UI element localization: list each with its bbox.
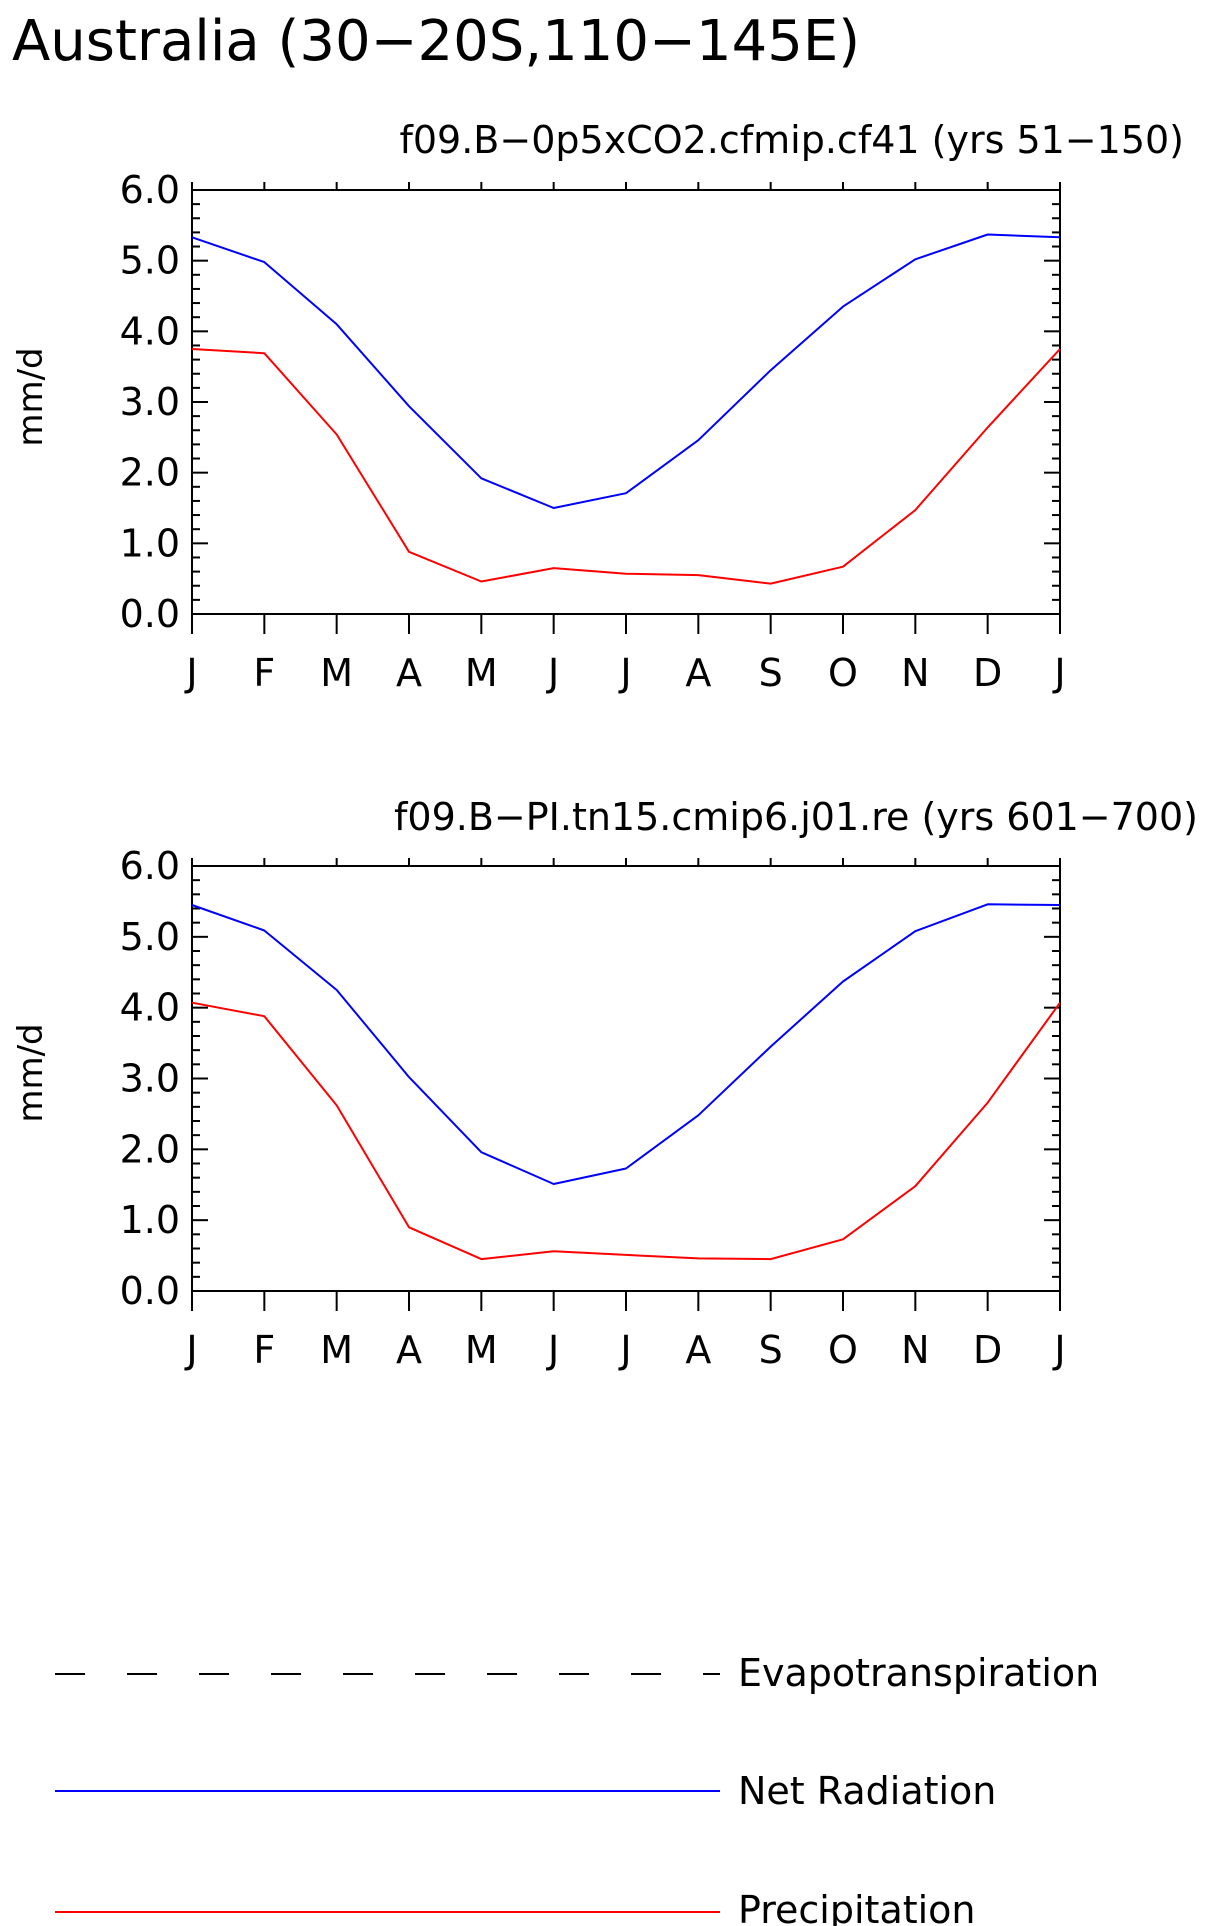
panel-bottom-x-tick-label: J bbox=[546, 1328, 559, 1372]
panel-top-x-tick-label: F bbox=[253, 651, 275, 695]
panel-top-y-tick-label: 4.0 bbox=[120, 309, 180, 353]
panel-top-series-precipitation bbox=[191, 348, 1061, 585]
panel-bottom-x-tick-label: A bbox=[396, 1328, 422, 1372]
panel-top-x-tick-label: D bbox=[973, 651, 1002, 695]
panel-top-y-tick-label: 0.0 bbox=[120, 592, 180, 636]
panel-top-series-net-radiation bbox=[191, 233, 1061, 509]
panel-top-y-tick-label: 5.0 bbox=[120, 239, 180, 283]
panel-bottom-x-tick-label: D bbox=[973, 1328, 1002, 1372]
panel-bottom-y-tick-label: 3.0 bbox=[120, 1057, 180, 1101]
panel-top-x-tick-label: A bbox=[396, 651, 422, 695]
panel-bottom-y-tick-label: 4.0 bbox=[120, 986, 180, 1030]
panel-top-y-tick-label: 3.0 bbox=[120, 380, 180, 424]
legend-net-radiation-label: Net Radiation bbox=[738, 1769, 996, 1813]
panel-top-x-tick-label: J bbox=[184, 651, 197, 695]
panel-top-x-tick-label: M bbox=[320, 651, 353, 695]
panel-top-x-tick-label: J bbox=[1052, 651, 1065, 695]
panel-bottom-x-tick-label: J bbox=[1052, 1328, 1065, 1372]
panel-top-title: f09.B−0p5xCO2.cfmip.cf41 (yrs 51−150) bbox=[400, 118, 1185, 162]
panel-bottom-y-tick-label: 1.0 bbox=[120, 1198, 180, 1242]
panel-top: f09.B−0p5xCO2.cfmip.cf41 (yrs 51−150) mm… bbox=[11, 118, 1184, 695]
panel-top-y-tick-label: 6.0 bbox=[120, 168, 180, 212]
panel-top-x-tick-label: N bbox=[901, 651, 929, 695]
panel-top-x-tick-label: A bbox=[685, 651, 711, 695]
panel-top-x-tick-label: J bbox=[546, 651, 559, 695]
panel-bottom-x-tick-label: N bbox=[901, 1328, 929, 1372]
panel-bottom-title: f09.B−PI.tn15.cmip6.j01.re (yrs 601−700) bbox=[394, 795, 1198, 839]
panel-bottom-series-precipitation bbox=[191, 1001, 1061, 1261]
panel-bottom-y-tick-label: 5.0 bbox=[120, 915, 180, 959]
legend: Evapotranspiration Net Radiation Precipi… bbox=[55, 1651, 1099, 1926]
legend-evapotranspiration-label: Evapotranspiration bbox=[738, 1651, 1099, 1695]
panel-top-y-tick-label: 2.0 bbox=[120, 451, 180, 495]
panel-bottom-series-net-radiation bbox=[191, 903, 1061, 1185]
panel-bottom: f09.B−PI.tn15.cmip6.j01.re (yrs 601−700)… bbox=[11, 795, 1198, 1372]
panel-top-y-tick-label: 1.0 bbox=[120, 521, 180, 565]
panel-bottom-y-axis-label: mm/d bbox=[11, 1023, 51, 1122]
panel-bottom-y-tick-label: 0.0 bbox=[120, 1269, 180, 1313]
panel-bottom-x-tick-label: O bbox=[828, 1328, 858, 1372]
panel-top-x-tick-label: M bbox=[465, 651, 498, 695]
panel-top-y-axis-label: mm/d bbox=[11, 347, 51, 446]
figure-title: Australia (30−20S,110−145E) bbox=[12, 9, 860, 74]
panel-top-x-tick-label: S bbox=[759, 651, 783, 695]
panel-top-x-tick-label: O bbox=[828, 651, 858, 695]
panel-bottom-plot-frame bbox=[191, 865, 1061, 1292]
panel-top-x-tick-label: J bbox=[618, 651, 631, 695]
legend-precipitation-label: Precipitation bbox=[738, 1888, 976, 1926]
panel-bottom-x-tick-label: A bbox=[685, 1328, 711, 1372]
panel-bottom-x-tick-label: M bbox=[465, 1328, 498, 1372]
panel-bottom-x-tick-label: J bbox=[618, 1328, 631, 1372]
panel-bottom-y-tick-label: 2.0 bbox=[120, 1127, 180, 1171]
panel-bottom-x-tick-label: S bbox=[759, 1328, 783, 1372]
panel-bottom-x-tick-label: J bbox=[184, 1328, 197, 1372]
panel-bottom-x-tick-label: F bbox=[253, 1328, 275, 1372]
panel-bottom-y-tick-label: 6.0 bbox=[120, 844, 180, 888]
panel-bottom-x-tick-label: M bbox=[320, 1328, 353, 1372]
